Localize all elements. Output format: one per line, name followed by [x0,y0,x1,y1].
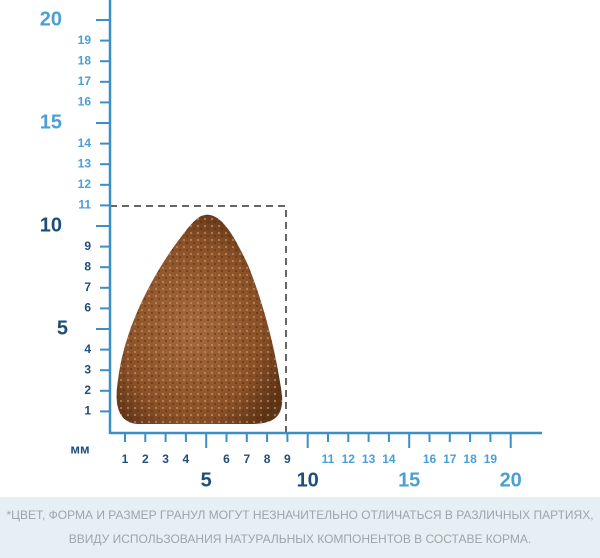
ruler-label: 17 [78,74,92,88]
ruler-label: 12 [78,177,92,191]
ruler-label: 18 [78,53,92,67]
ruler-label-major: 15 [40,111,62,133]
ruler-label: 7 [243,452,250,466]
ruler-label: 11 [322,452,335,466]
ruler-label: 2 [84,383,91,397]
ruler-label: 19 [78,33,92,47]
ruler-label: 17 [443,452,457,466]
ruler-label: 18 [463,452,477,466]
ruler-label: 16 [423,452,437,466]
ruler-label-major: 20 [500,469,522,491]
ruler-label-major: 15 [398,469,420,491]
ruler-label: 12 [342,452,356,466]
ruler-label-major: 10 [40,214,62,236]
ruler-label: 11 [78,198,91,212]
ruler-label: 7 [84,280,91,294]
ruler-label: 13 [78,156,92,170]
ruler-label: 4 [183,452,190,466]
ruler-label: 3 [162,452,169,466]
ruler-label: 9 [84,239,91,253]
ruler-label-major: 5 [201,469,212,491]
ruler-label-major: 5 [57,317,68,339]
unit-label: мм [70,441,89,456]
ruler-label: 6 [223,452,230,466]
ruler-label: 1 [122,452,129,466]
ruler-label: 1 [84,404,91,418]
kibble-texture [116,214,283,424]
ruler-label: 4 [84,342,91,356]
ruler-label: 14 [78,136,92,150]
footnote-line: *ЦВЕТ, ФОРМА И РАЗМЕР ГРАНУЛ МОГУТ НЕЗНА… [6,508,593,522]
ruler-label-major: 20 [40,8,62,30]
ruler-label: 2 [142,452,149,466]
size-box [110,205,287,432]
ruler-label: 6 [84,301,91,315]
footnote-line: ВВИДУ ИСПОЛЬЗОВАНИЯ НАТУРАЛЬНЫХ КОМПОНЕН… [69,532,531,546]
ruler-label: 8 [84,259,91,273]
ruler-label: 8 [264,452,271,466]
ruler-label: 9 [284,452,291,466]
footer-band [0,497,600,558]
ruler-label: 13 [362,452,376,466]
ruler-label: 16 [78,95,92,109]
ruler-label: 3 [84,362,91,376]
ruler-label: 19 [484,452,498,466]
ruler-label: 14 [382,452,396,466]
ruler-label-major: 10 [297,469,319,491]
